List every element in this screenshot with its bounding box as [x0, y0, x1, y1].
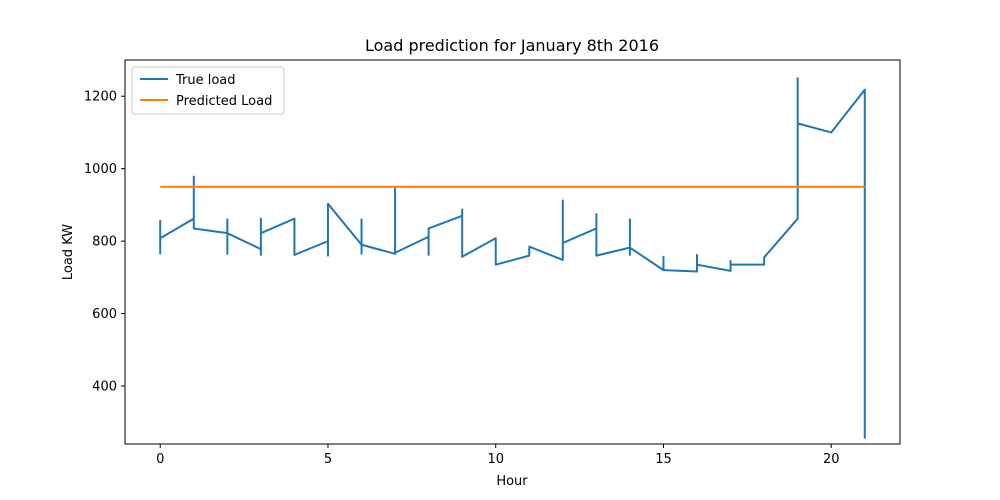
y-tick-label: 1000 [84, 162, 117, 177]
legend-box [131, 66, 285, 115]
x-tick-label: 20 [823, 452, 840, 467]
y-tick-label: 600 [92, 307, 117, 322]
y-tick-label: 1200 [84, 90, 117, 105]
x-tick-label: 15 [655, 452, 672, 467]
legend: True load Predicted Load [131, 66, 285, 115]
legend-label-true-load: True load [175, 73, 236, 88]
series-layer [159, 77, 866, 439]
x-tick-label: 5 [324, 452, 332, 467]
x-tick-label: 0 [156, 452, 164, 467]
x-axis: 0 5 10 15 20 [156, 444, 839, 467]
y-tick-label: 400 [92, 380, 117, 395]
series-line-true-load [159, 77, 866, 439]
y-axis-label: Load KW [61, 224, 76, 280]
y-tick-label: 800 [92, 235, 117, 250]
chart-title: Load prediction for January 8th 2016 [365, 36, 659, 55]
plot-frame [124, 59, 901, 445]
y-axis: 400 600 800 1000 1200 [84, 90, 125, 395]
x-axis-label: Hour [496, 474, 528, 489]
legend-label-predicted-load: Predicted Load [176, 94, 272, 109]
x-tick-label: 10 [487, 452, 504, 467]
